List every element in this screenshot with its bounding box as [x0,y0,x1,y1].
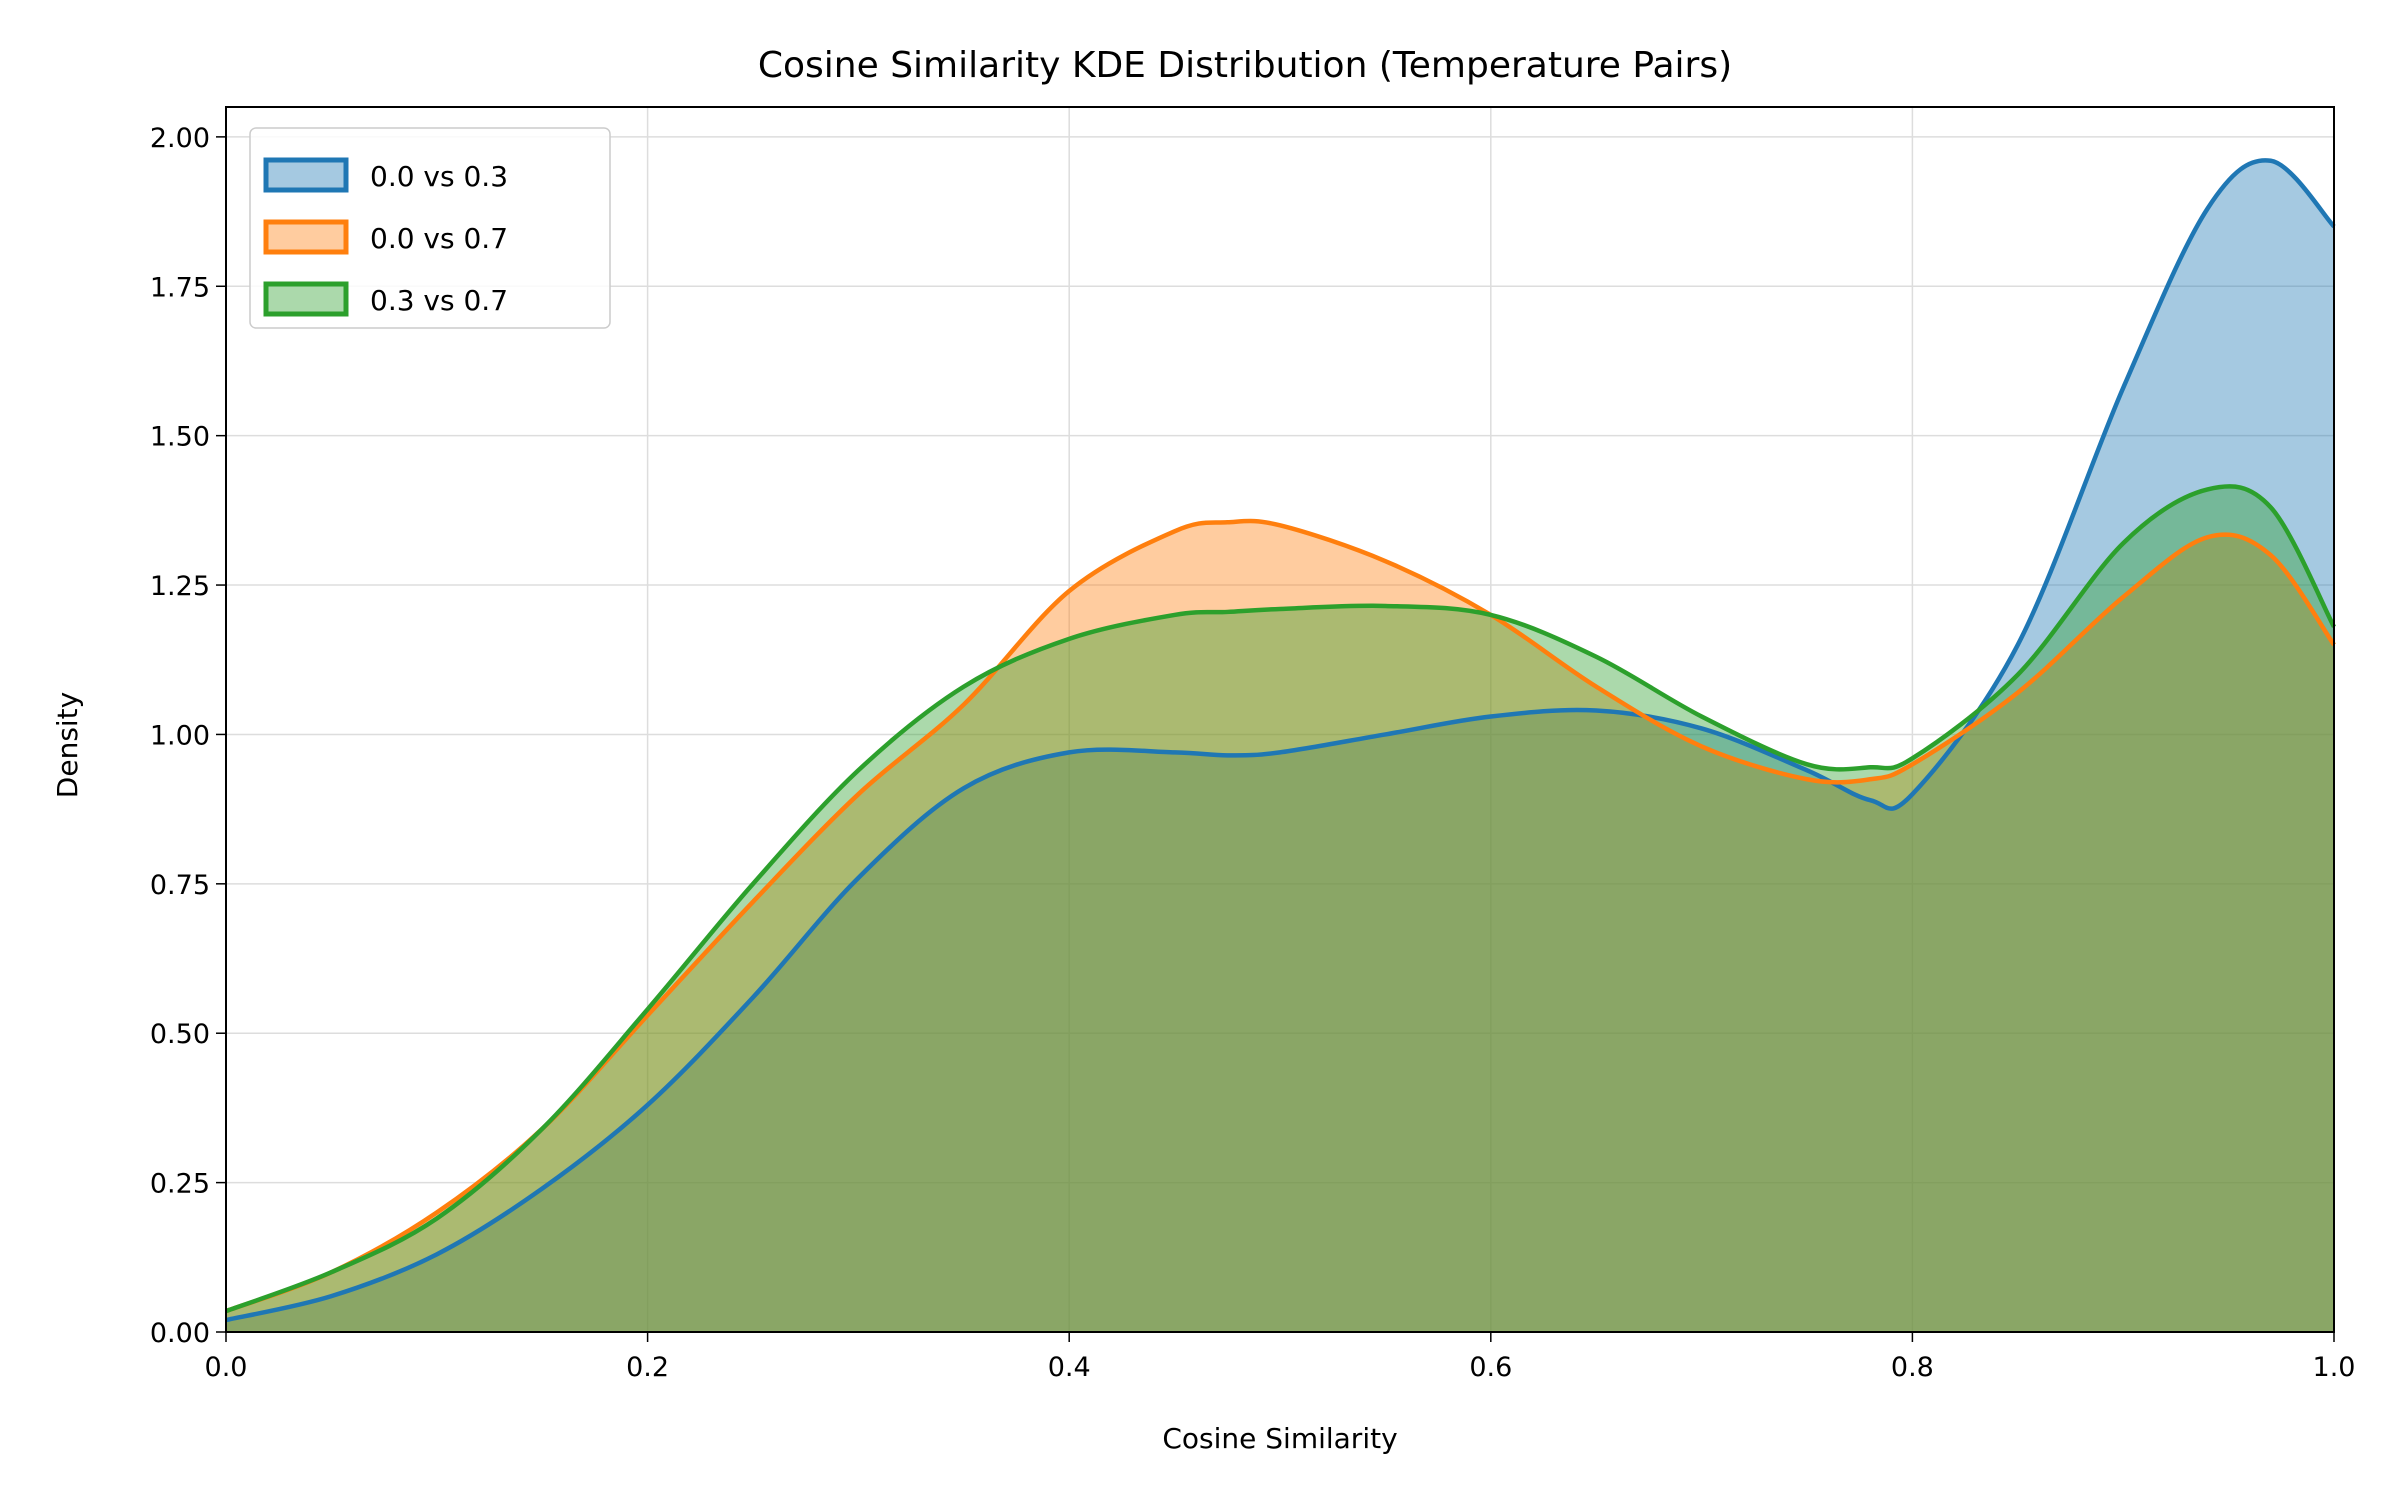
x-tick-label: 0.4 [1048,1352,1091,1383]
x-tick-label: 0.8 [1891,1352,1934,1383]
plot-frame [225,106,2335,1333]
legend-swatch-0-3-vs-0-7 [263,281,349,317]
y-tick-label: 1.25 [150,571,210,602]
legend-swatch-0-0-vs-0-3 [263,157,349,193]
series-area-0-0-vs-0-3 [226,160,2334,1333]
series-areas [226,160,2334,1333]
x-tick-label: 1.0 [2313,1352,2356,1383]
y-tick-label: 1.00 [150,720,210,751]
x-tick-label: 0.6 [1469,1352,1512,1383]
y-tick-label: 0.25 [150,1169,210,1200]
legend-label-0-3-vs-0-7: 0.3 vs 0.7 [370,284,508,317]
x-axis-label: Cosine Similarity [1162,1422,1397,1455]
y-axis-label: Density [51,692,84,798]
y-tick-label: 1.50 [150,422,210,453]
series-area-0-0-vs-0-7 [226,520,2334,1332]
y-tick-label: 0.75 [150,870,210,901]
legend-box [249,127,611,329]
series-line-0-0-vs-0-3 [225,158,2336,1323]
x-axis-ticks: 0.0 0.2 0.4 0.6 0.8 1.0 [205,1332,2356,1383]
legend-label-0-0-vs-0-3: 0.0 vs 0.3 [370,160,508,193]
legend-label-0-0-vs-0-7: 0.0 vs 0.7 [370,222,508,255]
y-tick-label: 1.75 [150,272,210,303]
y-tick-label: 2.00 [150,123,210,154]
x-tick-label: 0.0 [205,1352,248,1383]
y-tick-label: 0.00 [150,1318,210,1349]
y-axis-ticks: 0.00 0.25 0.50 0.75 1.00 1.25 1.50 1.75 2.00 [150,123,226,1349]
series-line-0-3-vs-0-7 [225,484,2336,1314]
chart-title: Cosine Similarity KDE Distribution (Temp… [758,45,1732,86]
y-tick-label: 0.50 [150,1019,210,1050]
legend: 0.0 vs 0.3 0.0 vs 0.7 0.3 vs 0.7 [249,127,611,329]
series-area-0-3-vs-0-7 [226,486,2334,1333]
series-lines [225,158,2336,1323]
x-tick-label: 0.2 [626,1352,669,1383]
legend-swatch-0-0-vs-0-7 [263,219,349,255]
